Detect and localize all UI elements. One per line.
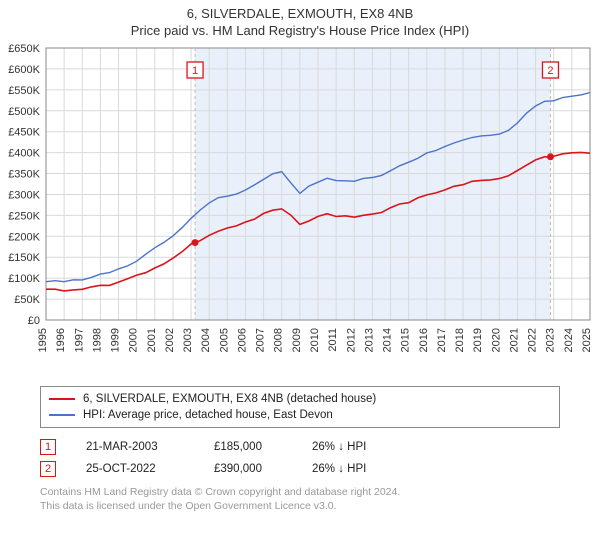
- legend-row-0: 6, SILVERDALE, EXMOUTH, EX8 4NB (detache…: [49, 391, 551, 407]
- legend-label: 6, SILVERDALE, EXMOUTH, EX8 4NB (detache…: [83, 393, 376, 405]
- sale-price: £185,000: [214, 441, 294, 453]
- svg-text:2008: 2008: [273, 328, 285, 352]
- sale-row-1: 1 21-MAR-2003 £185,000 26% ↓ HPI: [40, 436, 560, 458]
- sale-marker-2: [547, 153, 554, 160]
- svg-text:2007: 2007: [255, 328, 267, 352]
- svg-text:2001: 2001: [146, 328, 158, 352]
- svg-text:2020: 2020: [490, 328, 502, 352]
- svg-text:£250K: £250K: [8, 210, 40, 222]
- svg-text:1997: 1997: [73, 328, 85, 352]
- svg-text:2005: 2005: [218, 328, 230, 352]
- svg-text:£200K: £200K: [8, 231, 40, 243]
- sale-date: 21-MAR-2003: [86, 441, 196, 453]
- footer: Contains HM Land Registry data © Crown c…: [40, 486, 560, 513]
- svg-text:2022: 2022: [527, 328, 539, 352]
- svg-text:£150K: £150K: [8, 252, 40, 264]
- svg-text:£550K: £550K: [8, 85, 40, 97]
- svg-text:2023: 2023: [545, 328, 557, 352]
- svg-text:1: 1: [192, 65, 198, 77]
- svg-text:2013: 2013: [363, 328, 375, 352]
- svg-text:2014: 2014: [382, 328, 394, 352]
- price-chart: £0 £50K £100K £150K £200K £250K £300K £350K £400…: [0, 40, 600, 380]
- chart-container: £0 £50K £100K £150K £200K £250K £300K £350K £400…: [0, 40, 600, 380]
- svg-text:£450K: £450K: [8, 127, 40, 139]
- svg-text:2003: 2003: [182, 328, 194, 352]
- svg-text:2002: 2002: [164, 328, 176, 352]
- svg-text:2: 2: [547, 65, 553, 77]
- title-address: 6, SILVERDALE, EXMOUTH, EX8 4NB: [0, 6, 600, 21]
- legend: 6, SILVERDALE, EXMOUTH, EX8 4NB (detache…: [40, 386, 560, 428]
- sale-row-2: 2 25-OCT-2022 £390,000 26% ↓ HPI: [40, 458, 560, 480]
- legend-swatch: [49, 414, 75, 416]
- svg-text:2018: 2018: [454, 328, 466, 352]
- svg-text:1998: 1998: [91, 328, 103, 352]
- sale-price: £390,000: [214, 463, 294, 475]
- sale-marker-1: [192, 239, 199, 246]
- svg-text:£600K: £600K: [8, 64, 40, 76]
- svg-text:1999: 1999: [110, 328, 122, 352]
- svg-text:2000: 2000: [128, 328, 140, 352]
- sale-marker-box: 1: [40, 439, 56, 455]
- legend-swatch: [49, 398, 75, 400]
- sale-marker-box: 2: [40, 461, 56, 477]
- title-subtitle: Price paid vs. HM Land Registry's House …: [0, 23, 600, 38]
- svg-text:2017: 2017: [436, 328, 448, 352]
- svg-text:2019: 2019: [472, 328, 484, 352]
- svg-text:2021: 2021: [508, 328, 520, 352]
- svg-text:2011: 2011: [327, 328, 339, 352]
- svg-text:£100K: £100K: [8, 273, 40, 285]
- svg-text:2010: 2010: [309, 328, 321, 352]
- svg-text:2015: 2015: [400, 328, 412, 352]
- svg-text:£50K: £50K: [14, 294, 40, 306]
- legend-row-1: HPI: Average price, detached house, East…: [49, 407, 551, 423]
- svg-text:£650K: £650K: [8, 43, 40, 55]
- sales-table: 1 21-MAR-2003 £185,000 26% ↓ HPI 2 25-OCT-202…: [40, 436, 560, 480]
- svg-text:2006: 2006: [236, 328, 248, 352]
- sale-date: 25-OCT-2022: [86, 463, 196, 475]
- footer-copyright: Contains HM Land Registry data © Crown c…: [40, 486, 560, 500]
- svg-text:2016: 2016: [418, 328, 430, 352]
- sale-delta: 26% ↓ HPI: [312, 463, 432, 475]
- svg-text:£350K: £350K: [8, 169, 40, 181]
- footer-licence: This data is licensed under the Open Gov…: [40, 500, 560, 514]
- svg-text:2025: 2025: [581, 328, 593, 352]
- svg-text:£300K: £300K: [8, 189, 40, 201]
- svg-text:2024: 2024: [563, 328, 575, 352]
- svg-text:2012: 2012: [345, 328, 357, 352]
- svg-text:2009: 2009: [291, 328, 303, 352]
- svg-text:£0: £0: [28, 315, 40, 327]
- legend-label: HPI: Average price, detached house, East…: [83, 409, 333, 421]
- svg-text:£500K: £500K: [8, 106, 40, 118]
- title-block: 6, SILVERDALE, EXMOUTH, EX8 4NB Price pa…: [0, 0, 600, 40]
- svg-text:2004: 2004: [200, 328, 212, 352]
- svg-text:£400K: £400K: [8, 148, 40, 160]
- svg-text:1995: 1995: [37, 328, 49, 352]
- sale-delta: 26% ↓ HPI: [312, 441, 432, 453]
- svg-text:1996: 1996: [55, 328, 67, 352]
